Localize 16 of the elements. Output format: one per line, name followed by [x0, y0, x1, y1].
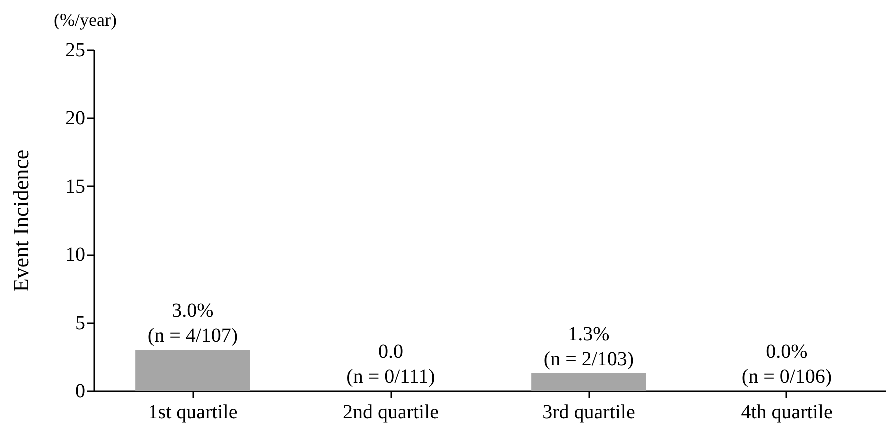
- x-tick-label: 3rd quartile: [542, 402, 636, 424]
- x-tick-label: 1st quartile: [148, 402, 238, 424]
- y-tick-label: 25: [66, 40, 86, 62]
- y-tick-label: 5: [76, 312, 86, 334]
- y-tick-label: 20: [66, 108, 86, 130]
- y-axis-title: Event Incidence: [8, 150, 34, 292]
- text: 0.0% (n = 0/106): [742, 341, 832, 388]
- x-tick-label: 4th quartile: [741, 402, 833, 424]
- text: 3.0% (n = 4/107): [148, 300, 238, 348]
- x-tick-label: 2nd quartile: [342, 402, 440, 424]
- text: 0.0 (n = 0/111): [346, 341, 436, 388]
- y-tick-label: 15: [66, 176, 86, 198]
- y-tick-label: 10: [66, 244, 86, 266]
- text: (%/year): [54, 10, 117, 30]
- text: 1.3% (n = 2/103): [544, 323, 634, 370]
- y-tick-label: 0: [76, 380, 86, 402]
